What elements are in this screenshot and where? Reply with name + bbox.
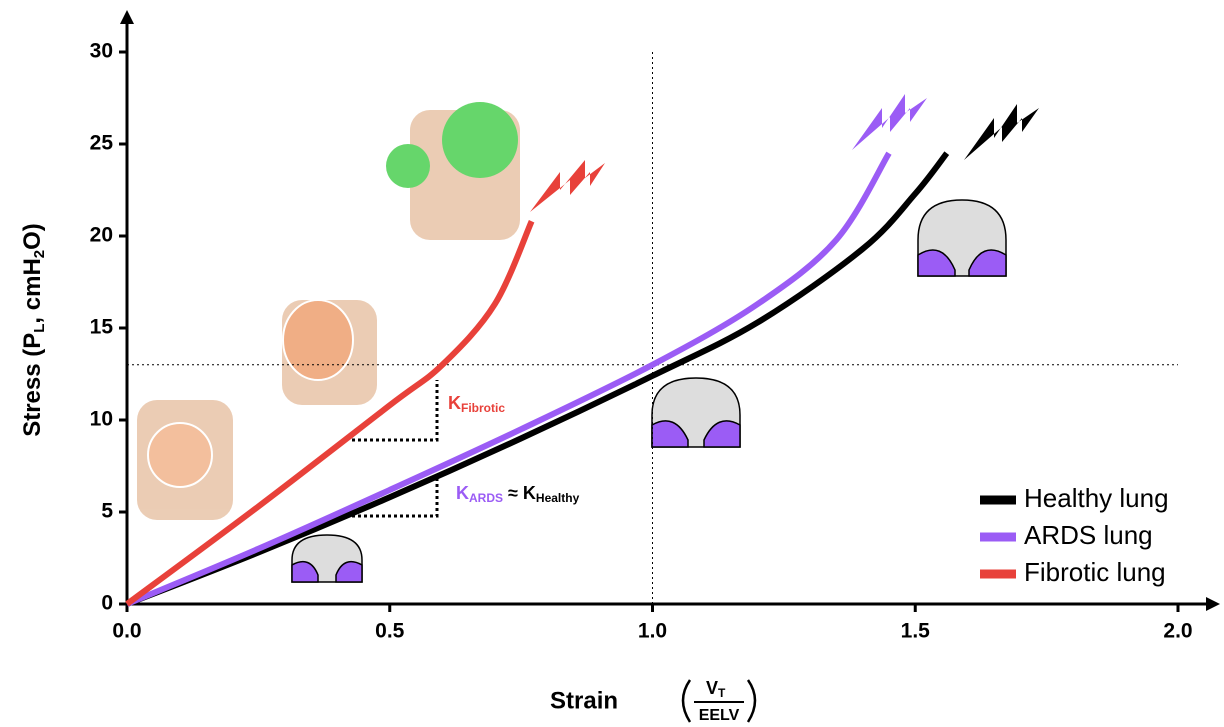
y-tick-label: 25 — [90, 132, 114, 155]
lung-icon — [292, 200, 1006, 582]
annotation-text: K — [523, 483, 536, 503]
x-tick-label: 1.5 — [901, 620, 931, 643]
y-tick-label: 10 — [90, 408, 113, 431]
annotation-text: ≈ — [503, 483, 523, 503]
x-tick-label: 1.0 — [638, 620, 667, 643]
x-axis-label-denominator: EELV — [699, 707, 740, 724]
y-tick-label: 5 — [101, 500, 113, 523]
legend-label: ARDS lung — [1024, 520, 1153, 550]
x-axis-label-numerator: VT — [706, 678, 726, 700]
y-tick-label: 30 — [90, 40, 113, 63]
x-tick-label: 0.5 — [375, 620, 405, 643]
label-part: O) — [19, 223, 46, 250]
y-tick-label: 20 — [90, 224, 113, 247]
label-subscript: L — [31, 324, 48, 333]
series-line — [127, 153, 947, 604]
legend-label: Fibrotic lung — [1024, 557, 1166, 587]
y-tick-label: 0 — [101, 592, 113, 615]
annotation: KFibrotic — [448, 393, 505, 415]
y-axis-label: Stress (PL, cmH2O) — [19, 223, 48, 437]
legend-label: Healthy lung — [1024, 483, 1169, 513]
annotation-text: K — [456, 483, 469, 503]
x-axis-label: Strain — [550, 687, 618, 714]
chart: KFibrotic KARDS ≈ KHealthy Stress (PL, c… — [0, 0, 1224, 727]
label-subscript: 2 — [31, 250, 48, 258]
rupture-icon — [530, 160, 605, 212]
x-tick-label: 2.0 — [1163, 620, 1192, 643]
y-tick-label: 15 — [90, 316, 114, 339]
annotation-subscript: ARDS — [469, 491, 503, 505]
label-part: , cmH — [19, 258, 46, 323]
label-part: V — [706, 678, 718, 698]
annotation: KARDS ≈ KHealthy — [456, 483, 580, 505]
label-part: Stress (P — [19, 333, 46, 437]
annotation-subscript: Fibrotic — [461, 401, 505, 415]
rupture-icon — [852, 94, 927, 150]
x-tick-label: 0.0 — [112, 620, 141, 643]
rupture-icon — [964, 104, 1039, 160]
label-subscript: T — [718, 686, 726, 700]
annotation-text: K — [448, 393, 461, 413]
axis-arrow — [120, 10, 134, 24]
annotation-subscript: Healthy — [536, 491, 580, 505]
axis-arrow — [1206, 597, 1220, 611]
